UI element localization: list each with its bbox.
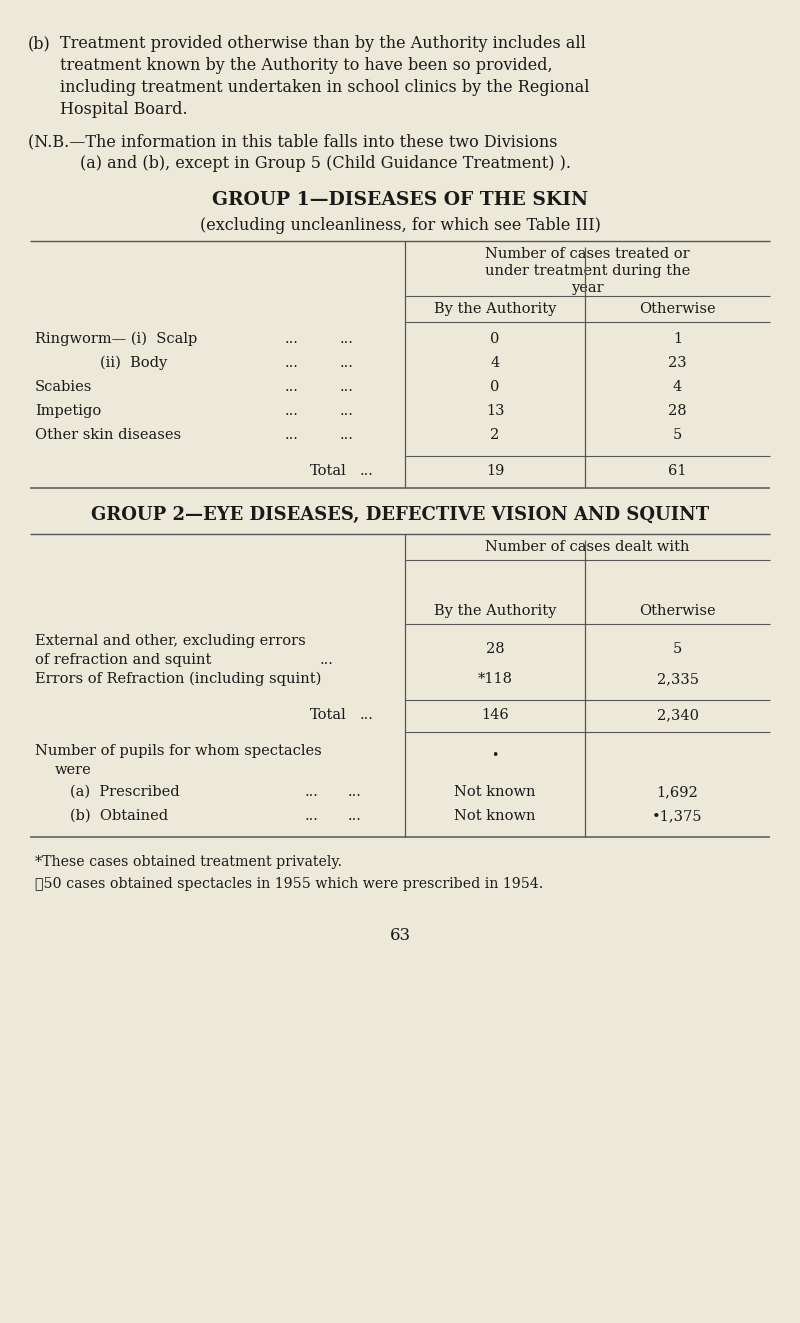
Text: ...: ... [305, 808, 319, 823]
Text: 1,692: 1,692 [657, 785, 698, 799]
Text: 0: 0 [490, 380, 500, 394]
Text: 4: 4 [673, 380, 682, 394]
Text: Other skin diseases: Other skin diseases [35, 429, 181, 442]
Text: 28: 28 [486, 642, 504, 656]
Text: 2: 2 [490, 429, 500, 442]
Text: (ii)  Body: (ii) Body [100, 356, 167, 370]
Text: *118: *118 [478, 672, 513, 687]
Text: (b)  Obtained: (b) Obtained [70, 808, 168, 823]
Text: (N.B.—The information in this table falls into these two Divisions: (N.B.—The information in this table fall… [28, 134, 558, 149]
Text: (excluding uncleanliness, for which see Table III): (excluding uncleanliness, for which see … [199, 217, 601, 234]
Text: Otherwise: Otherwise [639, 605, 716, 618]
Text: ...: ... [360, 708, 374, 722]
Text: 28: 28 [668, 404, 687, 418]
Text: ⁐50 cases obtained spectacles in 1955 which were prescribed in 1954.: ⁐50 cases obtained spectacles in 1955 wh… [35, 877, 543, 890]
Text: •: • [491, 749, 498, 762]
Text: (a)  Prescribed: (a) Prescribed [70, 785, 180, 799]
Text: 146: 146 [481, 708, 509, 722]
Text: Not known: Not known [454, 808, 536, 823]
Text: 2,335: 2,335 [657, 672, 698, 687]
Text: •1,375: •1,375 [652, 808, 702, 823]
Text: ...: ... [360, 464, 374, 478]
Text: treatment known by the Authority to have been so provided,: treatment known by the Authority to have… [60, 57, 553, 74]
Text: By the Authority: By the Authority [434, 302, 556, 316]
Text: Number of pupils for whom spectacles: Number of pupils for whom spectacles [35, 744, 322, 758]
Text: Total: Total [310, 708, 346, 722]
Text: 63: 63 [390, 927, 410, 945]
Text: Number of cases treated or: Number of cases treated or [485, 247, 690, 261]
Text: 5: 5 [673, 429, 682, 442]
Text: 1: 1 [673, 332, 682, 347]
Text: Not known: Not known [454, 785, 536, 799]
Text: ...: ... [348, 808, 362, 823]
Text: ...: ... [285, 404, 299, 418]
Text: ...: ... [340, 356, 354, 370]
Text: Number of cases dealt with: Number of cases dealt with [486, 540, 690, 554]
Text: GROUP 1—DISEASES OF THE SKIN: GROUP 1—DISEASES OF THE SKIN [212, 191, 588, 209]
Text: 13: 13 [486, 404, 504, 418]
Text: Treatment provided otherwise than by the Authority includes all: Treatment provided otherwise than by the… [60, 34, 586, 52]
Text: ...: ... [285, 429, 299, 442]
Text: ...: ... [285, 380, 299, 394]
Text: 4: 4 [490, 356, 500, 370]
Text: 5: 5 [673, 642, 682, 656]
Text: 23: 23 [668, 356, 687, 370]
Text: Ringworm— (i)  Scalp: Ringworm— (i) Scalp [35, 332, 198, 347]
Text: ...: ... [285, 332, 299, 347]
Text: ...: ... [348, 785, 362, 799]
Text: Scabies: Scabies [35, 380, 92, 394]
Text: were: were [55, 763, 92, 777]
Text: 61: 61 [668, 464, 686, 478]
Text: 2,340: 2,340 [657, 708, 698, 722]
Text: 19: 19 [486, 464, 504, 478]
Text: Otherwise: Otherwise [639, 302, 716, 316]
Text: Impetigo: Impetigo [35, 404, 102, 418]
Text: ...: ... [340, 380, 354, 394]
Text: (b): (b) [28, 34, 50, 52]
Text: including treatment undertaken in school clinics by the Regional: including treatment undertaken in school… [60, 79, 590, 97]
Text: of refraction and squint: of refraction and squint [35, 654, 211, 667]
Text: ...: ... [340, 404, 354, 418]
Text: year: year [571, 280, 604, 295]
Text: GROUP 2—EYE DISEASES, DEFECTIVE VISION AND SQUINT: GROUP 2—EYE DISEASES, DEFECTIVE VISION A… [91, 505, 709, 524]
Text: Total: Total [310, 464, 346, 478]
Text: *These cases obtained treatment privately.: *These cases obtained treatment privatel… [35, 855, 342, 869]
Text: ...: ... [340, 429, 354, 442]
Text: Hospital Board.: Hospital Board. [60, 101, 188, 118]
Text: (a) and (b), except in Group 5 (Child Guidance Treatment) ).: (a) and (b), except in Group 5 (Child Gu… [80, 155, 571, 172]
Text: ...: ... [320, 654, 334, 667]
Text: External and other, excluding errors: External and other, excluding errors [35, 634, 306, 648]
Text: ...: ... [285, 356, 299, 370]
Text: under treatment during the: under treatment during the [485, 265, 690, 278]
Text: Errors of Refraction (including squint): Errors of Refraction (including squint) [35, 672, 322, 687]
Text: ...: ... [340, 332, 354, 347]
Text: ...: ... [305, 785, 319, 799]
Text: 0: 0 [490, 332, 500, 347]
Text: By the Authority: By the Authority [434, 605, 556, 618]
